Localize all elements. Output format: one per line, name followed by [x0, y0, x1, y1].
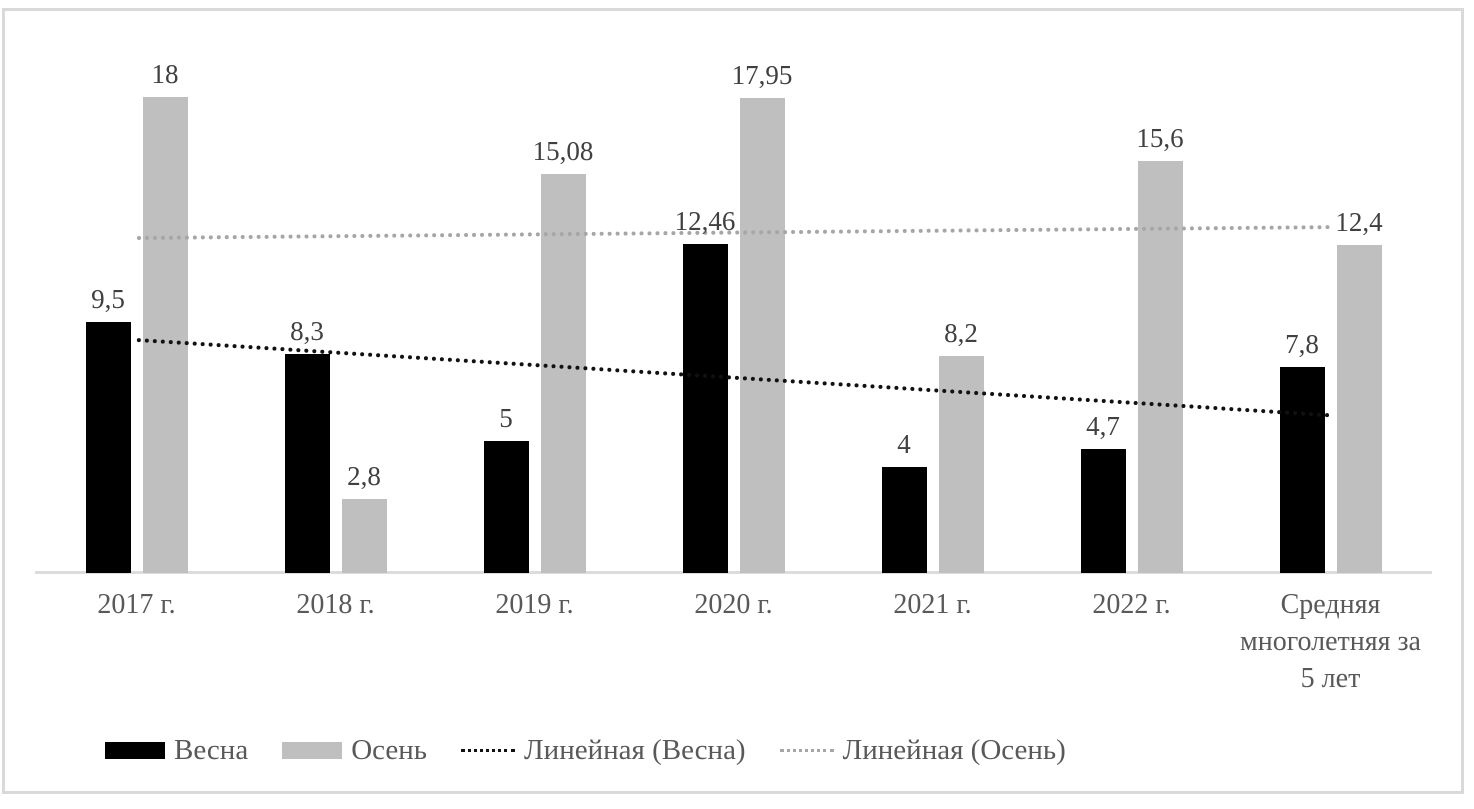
- x-axis-label-1: 2018 г.: [296, 589, 375, 620]
- x-axis-line: [35, 571, 1432, 574]
- bar-autumn-5: [1137, 160, 1183, 573]
- legend: Весна Осень Линейная (Весна) Линейная (Осен…: [105, 730, 1066, 770]
- bar-autumn-1: [341, 498, 387, 573]
- legend-label: Линейная (Весна): [524, 733, 746, 766]
- legend-label: Линейная (Осень): [842, 733, 1066, 766]
- value-label-spring-3: 12,46: [674, 205, 736, 236]
- value-label-spring-2: 5: [499, 402, 513, 433]
- legend-label: Весна: [174, 733, 249, 766]
- bar-spring-1: [284, 353, 330, 573]
- bar-autumn-3: [739, 98, 785, 573]
- value-label-autumn-6: 12,4: [1335, 207, 1383, 238]
- x-axis-label-5: 2022 г.: [1092, 589, 1171, 620]
- legend-swatch-icon: [282, 741, 343, 759]
- bar-spring-0: [85, 321, 131, 573]
- value-label-autumn-1: 2,8: [347, 460, 381, 491]
- value-label-spring-5: 4,7: [1086, 410, 1120, 441]
- value-label-autumn-5: 15,6: [1136, 122, 1184, 153]
- bar-spring-6: [1279, 366, 1325, 573]
- legend-swatch-icon: [105, 741, 165, 759]
- legend-item-autumn: Осень: [282, 734, 427, 767]
- x-axis-label-0: 2017 г.: [97, 589, 176, 620]
- value-label-spring-4: 4: [897, 429, 911, 460]
- value-label-autumn-0: 18: [151, 59, 179, 90]
- value-label-spring-6: 7,8: [1285, 328, 1319, 359]
- value-label-spring-0: 9,5: [91, 283, 125, 314]
- legend-dotted-line-icon: [779, 748, 834, 752]
- legend-item-spring: Весна: [105, 734, 248, 767]
- bar-spring-4: [881, 467, 927, 573]
- bar-spring-5: [1080, 448, 1126, 573]
- x-axis-label-3: 2020 г.: [694, 589, 773, 620]
- bar-autumn-6: [1336, 245, 1382, 573]
- bar-autumn-0: [142, 97, 188, 573]
- bar-autumn-4: [938, 356, 984, 573]
- x-axis-label-2: 2019 г.: [495, 589, 574, 620]
- bar-spring-2: [483, 440, 529, 573]
- legend-item-trend-spring: Линейная (Весна): [461, 734, 746, 767]
- legend-item-trend-autumn: Линейная (Осень): [779, 733, 1066, 767]
- value-label-spring-1: 8,3: [290, 315, 324, 346]
- value-label-autumn-4: 8,2: [944, 318, 978, 349]
- x-axis-label-6: Средняя многолетняя за 5 лет: [1240, 589, 1421, 694]
- legend-label: Осень: [351, 733, 427, 766]
- bar-autumn-2: [540, 174, 586, 573]
- bar-spring-3: [682, 243, 728, 573]
- x-axis-label-4: 2021 г.: [893, 589, 972, 620]
- value-label-autumn-2: 15,08: [532, 136, 594, 167]
- legend-dotted-line-icon: [461, 748, 515, 752]
- value-label-autumn-3: 17,95: [731, 60, 793, 91]
